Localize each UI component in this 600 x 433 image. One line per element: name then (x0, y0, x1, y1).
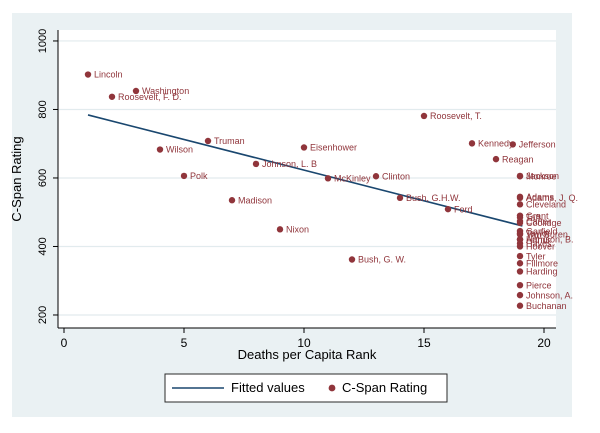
point-label-washington: Washington (142, 86, 189, 96)
point-label-monroe: Monroe (526, 171, 557, 181)
point-label-garfield: Garfield (526, 226, 558, 236)
data-point-johnson-l-b (252, 160, 260, 168)
point-label-arthur: Arthur (526, 235, 551, 245)
point-label-madison: Madison (238, 195, 272, 205)
point-label-johnson-l-b: Johnson, L. B (262, 159, 317, 169)
point-label-taylor: Taylor (526, 229, 550, 239)
legend-marker-swatch (328, 384, 336, 392)
point-label-jackson: Jackson (526, 171, 559, 181)
point-label-pierce: Pierce (526, 280, 552, 290)
point-label-clinton: Clinton (382, 171, 410, 181)
data-point-bush-g-w (348, 256, 356, 263)
point-label-taft: Taft (526, 213, 541, 223)
y-tick-label-200: 200 (37, 306, 49, 324)
point-label-bush-g-w: Bush, G. W. (358, 255, 406, 265)
point-label-harding: Harding (526, 267, 558, 277)
point-label-carter: Carter (526, 216, 551, 226)
point-label-nixon: Nixon (286, 225, 309, 235)
legend: Fitted values C-Span Rating (164, 373, 448, 403)
data-point-ford (444, 205, 452, 213)
point-label-lincoln: Lincoln (94, 70, 123, 80)
data-point-mckinley (324, 175, 332, 182)
point-label-ford: Ford (454, 204, 473, 214)
x-tick-label-0: 0 (61, 336, 68, 350)
data-point-lincoln (84, 71, 92, 78)
point-label-johnson-a: Johnson, A. (526, 290, 573, 300)
plot-area (58, 30, 556, 328)
point-label-truman: Truman (214, 136, 245, 146)
y-axis-title: C-Span Rating (9, 136, 24, 221)
data-point-hoover (516, 243, 524, 250)
point-label-adams-j-q: Adams, J. Q. (526, 193, 578, 203)
point-label-hayes: Hayes (526, 239, 552, 249)
data-point-nixon (276, 226, 284, 233)
point-label-roosevelt-t: Roosevelt, T. (430, 111, 482, 121)
point-label-polk: Polk (190, 171, 208, 181)
y-tick-label-800: 800 (37, 100, 49, 118)
x-axis-title: Deaths per Capita Rank (238, 347, 377, 362)
data-point-wilson (156, 146, 164, 153)
data-point-madison (228, 197, 236, 204)
x-tick-label-10: 10 (297, 336, 311, 350)
legend-fitted-values-label: Fitted values (231, 380, 305, 395)
data-point-fillmore (516, 260, 524, 267)
x-tick-label-20: 20 (537, 336, 551, 350)
data-point-clinton (372, 173, 380, 180)
x-tick-label-15: 15 (417, 336, 431, 350)
point-label-tyler: Tyler (526, 251, 546, 261)
x-tick-label-5: 5 (181, 336, 188, 350)
data-point-reagan (492, 155, 500, 163)
data-point-van-buren (516, 231, 524, 238)
point-label-mckinley: McKinley (334, 174, 371, 184)
data-point-pierce (516, 281, 524, 289)
point-label-reagan: Reagan (502, 154, 534, 164)
data-point-adams-j-q (516, 194, 524, 202)
data-point-bush-g-h-w (396, 194, 404, 202)
data-point-harding (516, 268, 524, 275)
data-point-polk (180, 172, 188, 180)
point-label-cleveland: Cleveland (526, 200, 566, 210)
data-point-washington (132, 87, 140, 95)
point-label-van-buren: Van Buren (526, 230, 568, 240)
y-tick-label-400: 400 (37, 237, 49, 255)
data-point-buchanan (516, 302, 524, 309)
axes: 0 5 10 15 20 200 400 600 800 1000 (37, 29, 556, 350)
data-point-coolidge (516, 219, 524, 227)
data-point-eisenhower (300, 144, 308, 151)
point-label-harrison-b: Harrison, B. (526, 234, 574, 244)
point-label-bush-g-h-w: Bush, G.H.W. (406, 193, 461, 203)
data-point-monroe (516, 173, 524, 180)
point-label-kennedy: Kennedy (478, 139, 514, 149)
point-label-coolidge: Coolidge (526, 218, 562, 228)
point-label-roosevelt-f-d: Roosevelt, F. D. (118, 92, 182, 102)
y-tick-label-1000: 1000 (37, 29, 49, 53)
gridlines (58, 40, 556, 316)
point-label-fillmore: Fillmore (526, 258, 558, 268)
data-point-cleveland (516, 201, 524, 208)
data-point-kennedy (468, 140, 476, 147)
data-points: Lincoln Roosevelt, F. D.Washington Wilson P… (84, 70, 578, 311)
data-point-jefferson (509, 141, 516, 148)
point-label-jefferson: Jefferson (519, 140, 556, 150)
data-point-truman (204, 137, 212, 145)
data-point-roosevelt-f-d (108, 93, 116, 100)
point-label-buchanan: Buchanan (526, 301, 567, 311)
data-point-roosevelt-t (420, 112, 428, 120)
y-tick-label-600: 600 (37, 169, 49, 187)
data-point-johnson-a (516, 291, 524, 299)
legend-cspan-rating-label: C-Span Rating (342, 380, 427, 395)
point-label-grant: Grant (526, 211, 549, 221)
point-label-wilson: Wilson (166, 145, 193, 155)
point-label-adams: Adams (526, 192, 555, 202)
point-label-hoover: Hoover (526, 242, 555, 252)
point-label-eisenhower: Eisenhower (310, 143, 357, 153)
data-point-tyler (516, 252, 524, 260)
